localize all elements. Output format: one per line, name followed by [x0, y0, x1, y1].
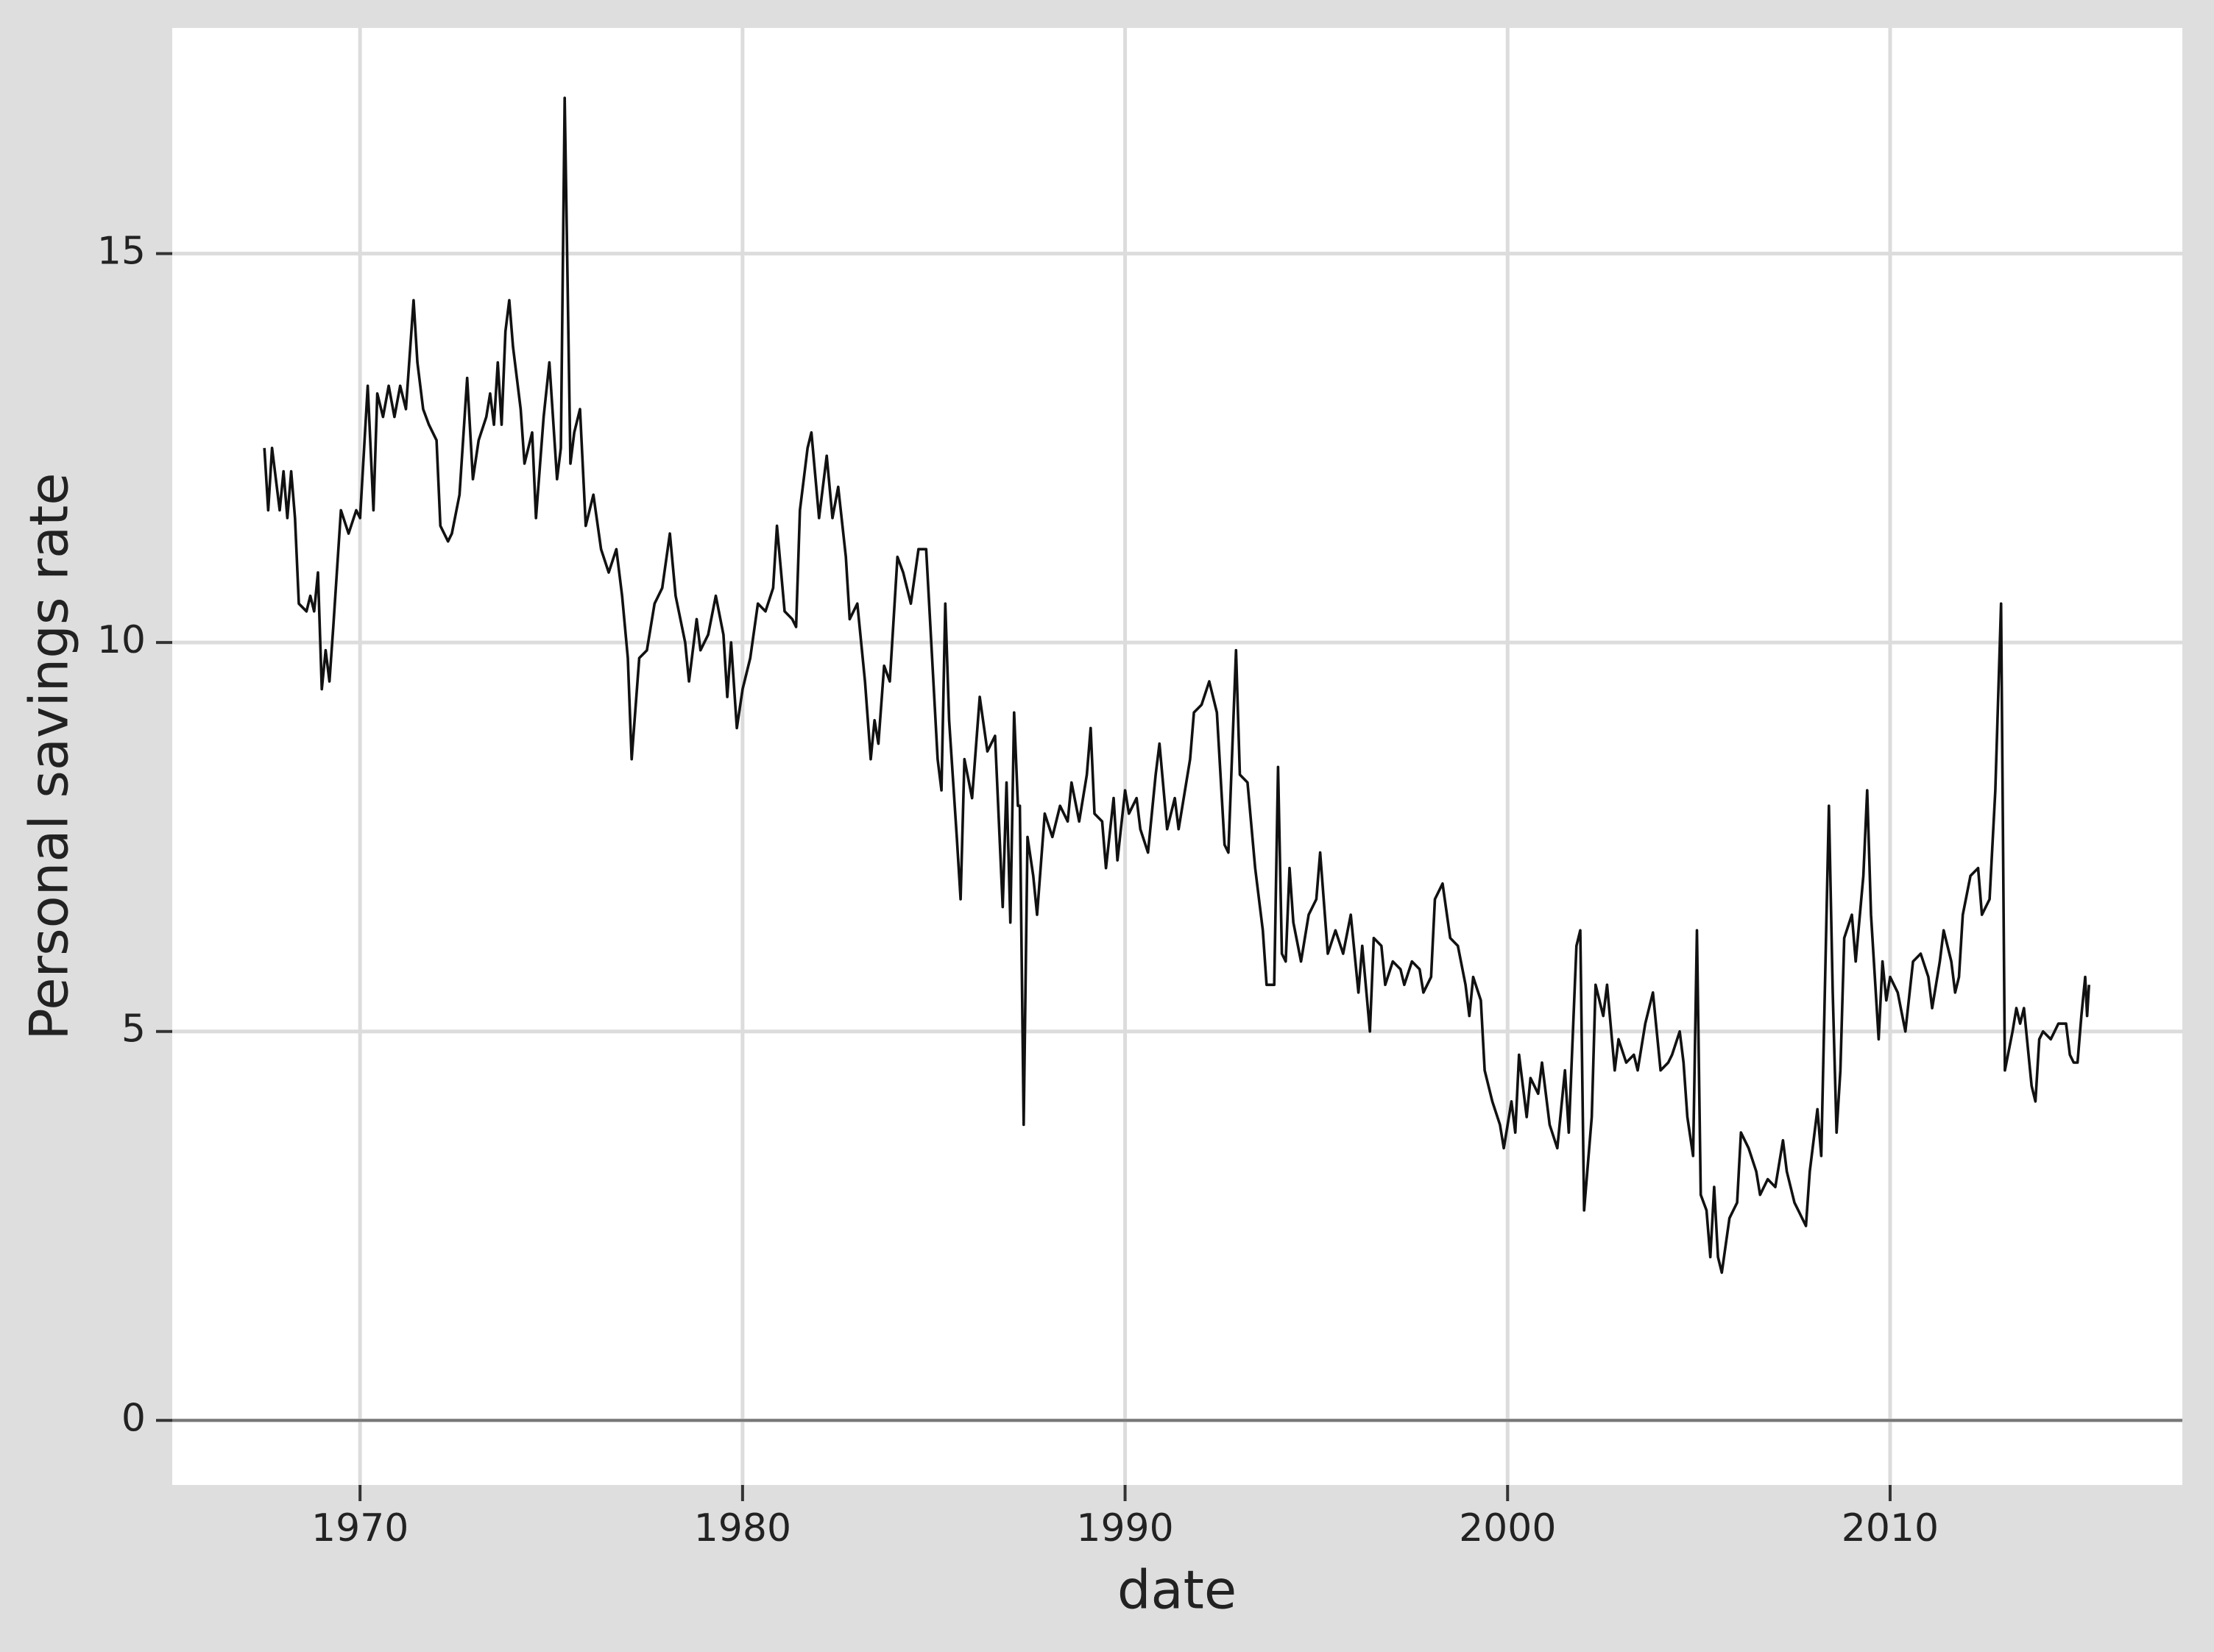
x-axis-title: date — [1117, 1559, 1237, 1621]
x-tick-label: 2010 — [1842, 1506, 1939, 1550]
y-axis-title: Personal savings rate — [18, 472, 80, 1040]
plot-panel — [172, 28, 2182, 1485]
x-tick-label: 1990 — [1076, 1506, 1173, 1550]
y-tick-label: 5 — [121, 1007, 146, 1052]
y-tick-label: 15 — [97, 230, 146, 274]
x-tick-label: 1970 — [311, 1506, 409, 1550]
y-tick-label: 10 — [97, 618, 146, 662]
y-tick-label: 0 — [121, 1396, 146, 1440]
data-line — [263, 96, 2090, 1275]
x-tick-label: 1980 — [694, 1506, 791, 1550]
x-tick-label: 2000 — [1459, 1506, 1556, 1550]
